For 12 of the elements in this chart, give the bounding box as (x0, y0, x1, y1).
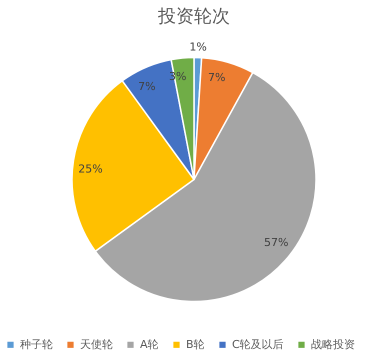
legend-label: A轮 (140, 338, 159, 351)
legend-label: 天使轮 (80, 338, 113, 351)
data-label: 25% (78, 162, 103, 176)
legend-label: 种子轮 (20, 338, 53, 351)
legend-label: 战略投资 (311, 338, 355, 351)
chart-title: 投资轮次 (157, 6, 230, 27)
data-label: 57% (264, 236, 288, 250)
legend-label: C轮及以后 (232, 338, 284, 351)
data-label: 1% (189, 40, 207, 54)
data-label: 7% (138, 80, 156, 93)
data-label: 7% (208, 71, 226, 84)
legend-label: B轮 (186, 338, 205, 351)
